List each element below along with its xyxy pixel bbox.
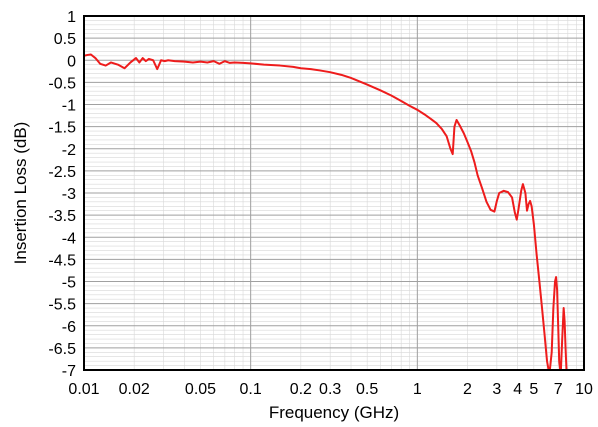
y-tick-label: -2	[62, 142, 76, 159]
plot-frame	[83, 15, 585, 371]
y-tick-label: -6	[62, 319, 76, 336]
y-tick-label: -1.5	[48, 120, 76, 137]
series-line-1	[84, 53, 568, 370]
y-tick-label: -4	[62, 230, 76, 247]
y-tick-label: -2.5	[48, 164, 76, 181]
series-layer	[84, 53, 568, 370]
x-tick-label: 3	[492, 381, 501, 398]
x-axis-label: Frequency (GHz)	[269, 403, 399, 422]
y-tick-label: 0	[67, 53, 76, 70]
x-tick-label: 0.5	[356, 381, 378, 398]
y-tick-label: -5.5	[48, 297, 76, 314]
y-tick-label: -5	[62, 275, 76, 292]
x-tick-label: 5	[529, 381, 538, 398]
y-axis-label: Insertion Loss (dB)	[11, 122, 30, 265]
y-tick-labels: 1 0.5 0 -0.5 -1 -1.5 -2 -2.5 -3 -3.5 -4 -4.5 -5 -5.5 -…	[48, 9, 76, 380]
y-tick-label: -7	[62, 363, 76, 380]
y-tick-label: -6.5	[48, 341, 76, 358]
x-tick-label: 7	[554, 381, 563, 398]
x-tick-label: 0.02	[119, 381, 150, 398]
x-tick-label: 0.2	[290, 381, 312, 398]
x-tick-label: 4	[513, 381, 522, 398]
x-tick-label: 0.05	[185, 381, 216, 398]
x-tick-label: 0.1	[240, 381, 262, 398]
y-tick-label: -3.5	[48, 208, 76, 225]
x-tick-label: 10	[575, 381, 593, 398]
y-tick-label: -1	[62, 98, 76, 115]
x-tick-label: 1	[413, 381, 422, 398]
x-tick-label: 0.01	[68, 381, 99, 398]
y-tick-label: 0.5	[54, 31, 76, 48]
y-tick-label: -3	[62, 186, 76, 203]
x-tick-labels: 0.01 0.02 0.05 0.1 0.2 0.3 0.5 1 2 3 4 5 7 10	[68, 381, 593, 398]
y-tick-label: -0.5	[48, 75, 76, 92]
x-tick-label: 2	[463, 381, 472, 398]
y-tick-label: -4.5	[48, 252, 76, 269]
y-tick-label: 1	[67, 9, 76, 26]
x-tick-label: 0.3	[319, 381, 341, 398]
